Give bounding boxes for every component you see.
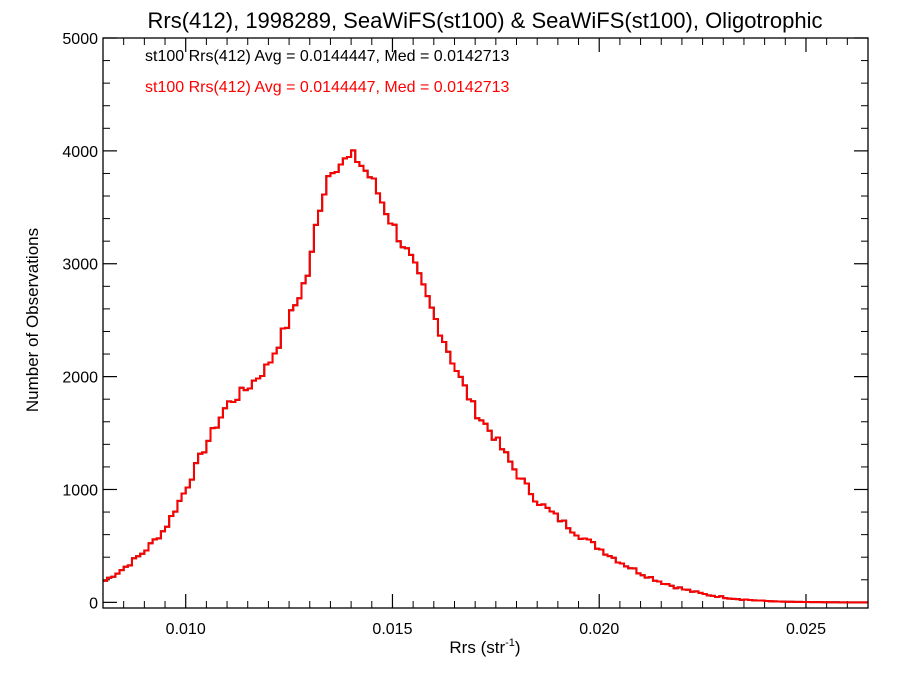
x-tick-labels: 0.010 0.015 0.020 0.025 xyxy=(166,621,826,638)
y-tick-label: 2000 xyxy=(62,370,98,387)
y-tick-labels: 0 1000 2000 3000 4000 5000 xyxy=(62,31,98,612)
chart-title: Rrs(412), 1998289, SeaWiFS(st100) & SeaW… xyxy=(148,8,823,33)
x-tick-label: 0.025 xyxy=(786,621,826,638)
y-tick-label: 4000 xyxy=(62,144,98,161)
series-line-black xyxy=(103,149,868,604)
x-tick-label: 0.015 xyxy=(372,621,412,638)
annotation-red: st100 Rrs(412) Avg = 0.0144447, Med = 0.… xyxy=(145,79,510,96)
x-axis-label: Rrs (str-1) xyxy=(449,637,520,657)
y-tick-label: 5000 xyxy=(62,31,98,48)
annotation-black: st100 Rrs(412) Avg = 0.0144447, Med = 0.… xyxy=(145,48,510,65)
axis-ticks xyxy=(103,37,868,608)
y-tick-label: 0 xyxy=(89,595,98,612)
y-tick-label: 1000 xyxy=(62,482,98,499)
plot-frame xyxy=(102,37,869,609)
x-tick-label: 0.020 xyxy=(579,621,619,638)
series-line-red xyxy=(103,149,868,604)
y-tick-label: 3000 xyxy=(62,257,98,274)
x-tick-label: 0.010 xyxy=(166,621,206,638)
y-axis-label: Number of Observations xyxy=(23,228,42,412)
